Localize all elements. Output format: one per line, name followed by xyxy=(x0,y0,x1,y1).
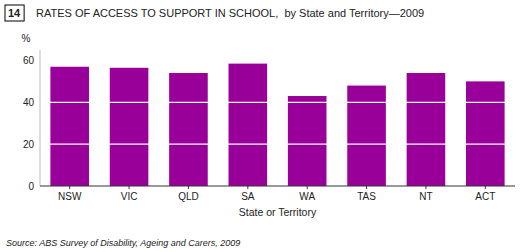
x-tick-mark xyxy=(188,186,189,189)
graph-number-text: 14 xyxy=(8,7,21,19)
bars xyxy=(50,64,504,186)
grid xyxy=(40,60,515,144)
grid-line xyxy=(40,60,515,61)
x-tick-label: VIC xyxy=(121,191,138,202)
x-tick-label: QLD xyxy=(178,191,199,202)
x-tick-mark xyxy=(425,186,426,189)
bar xyxy=(407,73,446,186)
source-note: Source: ABS Survey of Disability, Ageing… xyxy=(6,238,240,248)
bar xyxy=(169,73,208,186)
x-tick-label: WA xyxy=(299,191,315,202)
x-tick-mark xyxy=(129,186,130,189)
y-ticks: 0 20 40 60 xyxy=(23,55,35,192)
x-tick-mark xyxy=(307,186,308,189)
x-tick-mark xyxy=(69,186,70,189)
x-axis-line xyxy=(40,186,515,187)
graph-number-box xyxy=(5,5,24,21)
y-tick-label: 60 xyxy=(23,55,35,66)
graph-number: 14 xyxy=(5,5,24,21)
bar xyxy=(347,86,386,186)
x-tick-mark xyxy=(366,186,367,189)
bar xyxy=(229,64,268,186)
x-tick-label: NSW xyxy=(58,191,82,202)
bar xyxy=(110,68,149,186)
title: RATES OF ACCESS TO SUPPORT IN SCHOOL, by… xyxy=(36,7,424,19)
y-axis-line xyxy=(40,50,41,186)
x-tick-label: NT xyxy=(419,191,432,202)
chart-container: 14 Source: ABS Survey of Disability, Agei… xyxy=(0,0,529,252)
chart: 14 Source: ABS Survey of Disability, Agei… xyxy=(0,0,529,252)
y-tick-label: 0 xyxy=(28,181,34,192)
x-ticks: NSW VIC QLD SA WA TAS NT ACT xyxy=(58,186,495,202)
y-tick-label: 40 xyxy=(23,97,35,108)
y-axis-label: % xyxy=(22,33,31,44)
x-tick-label: ACT xyxy=(475,191,495,202)
x-tick-mark xyxy=(247,186,248,189)
bar xyxy=(50,67,89,186)
bar xyxy=(288,96,327,186)
grid-line xyxy=(40,144,515,145)
x-tick-label: TAS xyxy=(357,191,376,202)
grid-line xyxy=(40,102,515,103)
bar xyxy=(466,81,505,186)
y-tick-label: 20 xyxy=(23,139,35,150)
x-tick-mark xyxy=(485,186,486,189)
x-axis-label: State or Territory xyxy=(239,206,317,218)
x-tick-label: SA xyxy=(241,191,255,202)
